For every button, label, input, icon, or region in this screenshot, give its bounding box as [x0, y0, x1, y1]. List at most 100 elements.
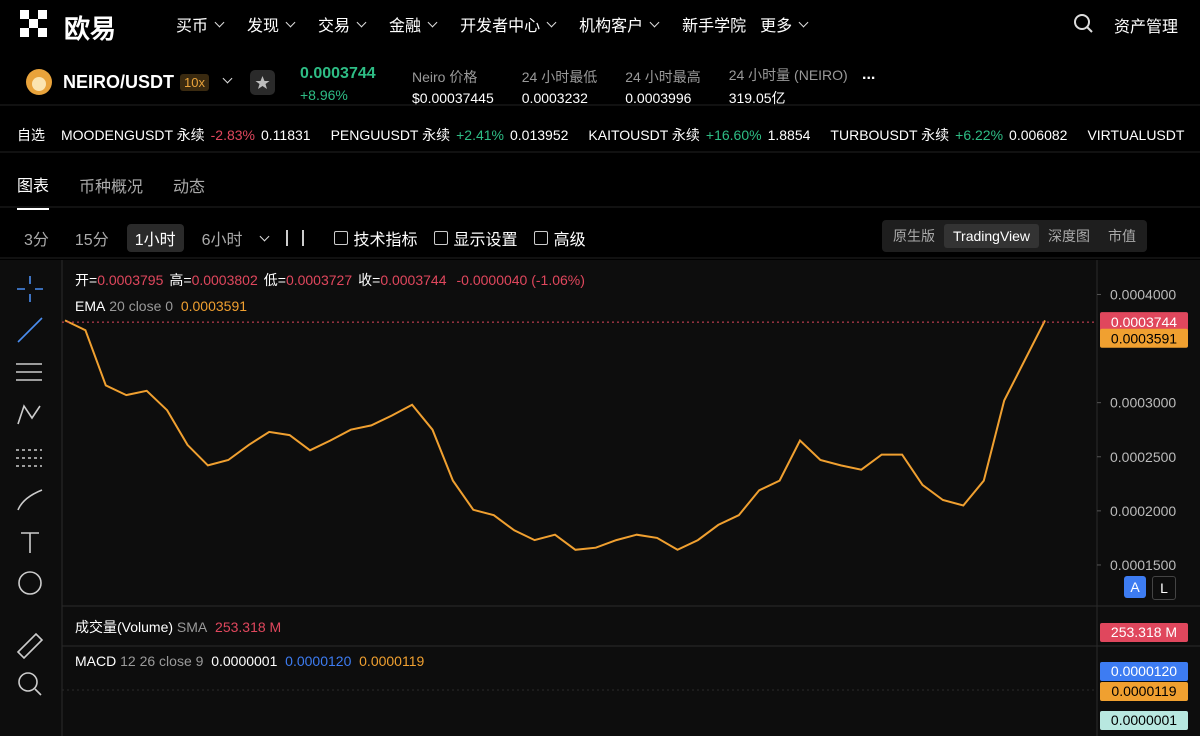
tab[interactable]: 图表 [17, 172, 50, 210]
view-option[interactable]: TradingView [944, 224, 1040, 248]
menu-label: 新手学院 [682, 18, 747, 35]
view-switch: 原生版 TradingView 深度图 市值 [882, 220, 1148, 252]
ema-params: 20 close 0 [109, 298, 174, 314]
leverage[interactable]: 10x [180, 74, 209, 91]
menu-item[interactable]: 新手学院 [682, 12, 746, 36]
price-tag-label: 0.0003744 [1111, 314, 1177, 330]
y-tick-label: 0.0003000 [1110, 395, 1176, 411]
candle-type[interactable] [285, 230, 304, 246]
ohlc-legend: 开= 0.0003795 高= 0.0003802 低= 0.0003727 收= 0.000… [75, 270, 585, 290]
watchlist-label[interactable]: 自选 [17, 127, 45, 143]
tool-icon [533, 231, 548, 245]
chart-bg [0, 260, 1200, 736]
price-tag-label: 0.0003591 [1111, 331, 1177, 347]
ohlc-value: 0.0003744 [380, 272, 447, 288]
watch-item[interactable]: TURBOUSDT 永续 +6.22% 0.006082 [830, 125, 1067, 145]
stat: 24 小时量 (NEIRO) 319.05亿 [729, 65, 848, 108]
watch-item[interactable]: PENGUUSDT 永续 +2.41% 0.013952 [331, 125, 569, 145]
menu-item[interactable]: 交易 [318, 12, 375, 36]
menu-label: 金融 [389, 18, 422, 35]
menu-item[interactable]: 金融 [389, 12, 446, 36]
logo-mark [20, 10, 47, 37]
macd-tag: 0.0000001 [1100, 711, 1188, 730]
tool-icon [433, 231, 448, 245]
main-menu: 买币 发现 交易 金融 开发者中心 机构客户 新手学院 更多 [176, 12, 831, 36]
watch-item[interactable]: KAITOUSDT 永续 +16.60% 1.8854 [588, 125, 810, 145]
interval[interactable]: 15分 [74, 232, 109, 249]
coin-icon [26, 69, 52, 95]
macd-tag: 0.0000119 [1100, 682, 1188, 701]
chevron [356, 17, 367, 27]
symbol: MOODENGUSDT 永续 [61, 127, 205, 143]
interval[interactable]: 6小时 [201, 232, 243, 249]
interval[interactable]: 3分 [24, 232, 49, 249]
last-price: 0.0003744 [300, 65, 376, 82]
ohlc-value: 0.0003795 [97, 272, 164, 288]
symbol: KAITOUSDT 永续 [588, 127, 700, 143]
volume-value: 253.318 M [215, 619, 282, 635]
tab[interactable]: 币种概况 [79, 179, 144, 196]
stat: 24 小时最高 0.0003996 [625, 67, 700, 106]
view-option[interactable]: 原生版 [893, 228, 935, 244]
change: +2.41% [456, 127, 504, 143]
ema-line [64, 319, 1046, 551]
change: +6.22% [955, 127, 1004, 143]
ohlc-value: 0.0003802 [191, 272, 258, 288]
auto-scale-button[interactable]: A [1124, 576, 1146, 598]
ohlc-label: 收= [358, 272, 381, 288]
menu-item[interactable]: 开发者中心 [460, 12, 565, 36]
assets-link[interactable]: 资产管理 [1114, 19, 1179, 36]
pair[interactable]: NEIRO/USDT [63, 72, 175, 92]
macd-signal: 0.0000119 [359, 653, 425, 669]
macd-tag: 0.0000120 [1100, 662, 1188, 681]
interval[interactable]: 1小时 [126, 224, 184, 252]
tool[interactable]: 显示设置 [453, 232, 518, 249]
y-tick-label: 0.0004000 [1110, 286, 1176, 302]
menu-item[interactable]: 机构客户 [579, 12, 668, 36]
menu-label: 更多 [760, 18, 793, 35]
y-tick-label: 0.0001500 [1110, 557, 1176, 573]
price-tag [1100, 328, 1188, 348]
menu-label: 交易 [318, 18, 351, 35]
stat-value: 319.05亿 [728, 90, 786, 106]
log-scale-button[interactable]: L [1152, 576, 1176, 600]
stat-value: 0.0003232 [521, 90, 588, 106]
chevron [649, 17, 660, 27]
ticker-stats: Neiro 价格 $0.00037445 24 小时最低 0.0003232 24 小时… [412, 65, 876, 108]
chevron [285, 17, 296, 27]
logo[interactable]: 欧易 [64, 14, 117, 44]
view-option[interactable]: 市值 [1108, 228, 1137, 244]
stat: Neiro 价格 $0.00037445 [412, 67, 494, 106]
tool-icons [16, 276, 44, 696]
ema-legend: EMA 20 close 0 0.0003591 [75, 298, 247, 314]
tool[interactable]: 技术指标 [353, 232, 418, 249]
symbol: VIRTUALUSDT [1087, 127, 1185, 143]
search-icon[interactable] [1074, 14, 1093, 33]
menu-item[interactable]: 更多 [760, 12, 817, 36]
ema-value: 0.0003591 [180, 298, 248, 314]
watch-item[interactable]: VIRTUALUSDT [1087, 127, 1184, 143]
view-option[interactable]: 深度图 [1048, 228, 1091, 244]
tab[interactable]: 动态 [173, 179, 206, 196]
price-tag [1100, 312, 1188, 332]
watch-item[interactable]: MOODENGUSDT 永续 -2.83% 0.11831 [61, 125, 311, 145]
watchlist: 自选 MOODENGUSDT 永续 -2.83% 0.11831 PENGUUSDT 永… [17, 125, 1200, 145]
change: -2.83% [210, 127, 255, 143]
symbol: PENGUUSDT 永续 [330, 127, 451, 143]
macd-line: 0.0000120 [285, 653, 352, 669]
chevron [214, 17, 225, 27]
menu-item[interactable]: 买币 [176, 12, 233, 36]
chevron [798, 17, 809, 27]
tool[interactable]: 高级 [553, 232, 586, 249]
menu-item[interactable]: 发现 [247, 12, 304, 36]
stat-value: $0.00037445 [412, 90, 494, 106]
ohlc-label: 低= [263, 272, 286, 288]
more-stats[interactable]: ... [862, 66, 876, 83]
price: 0.013952 [510, 127, 569, 143]
toolbar: 3分 15分 1小时 6小时 技术指标 显示设置 高级 [16, 224, 602, 252]
macd-params: 12 26 close 9 [120, 653, 204, 669]
price: 0.11831 [261, 127, 311, 143]
stat: 24 小时最低 0.0003232 [522, 67, 597, 106]
stat-label: 24 小时最高 [625, 69, 701, 85]
